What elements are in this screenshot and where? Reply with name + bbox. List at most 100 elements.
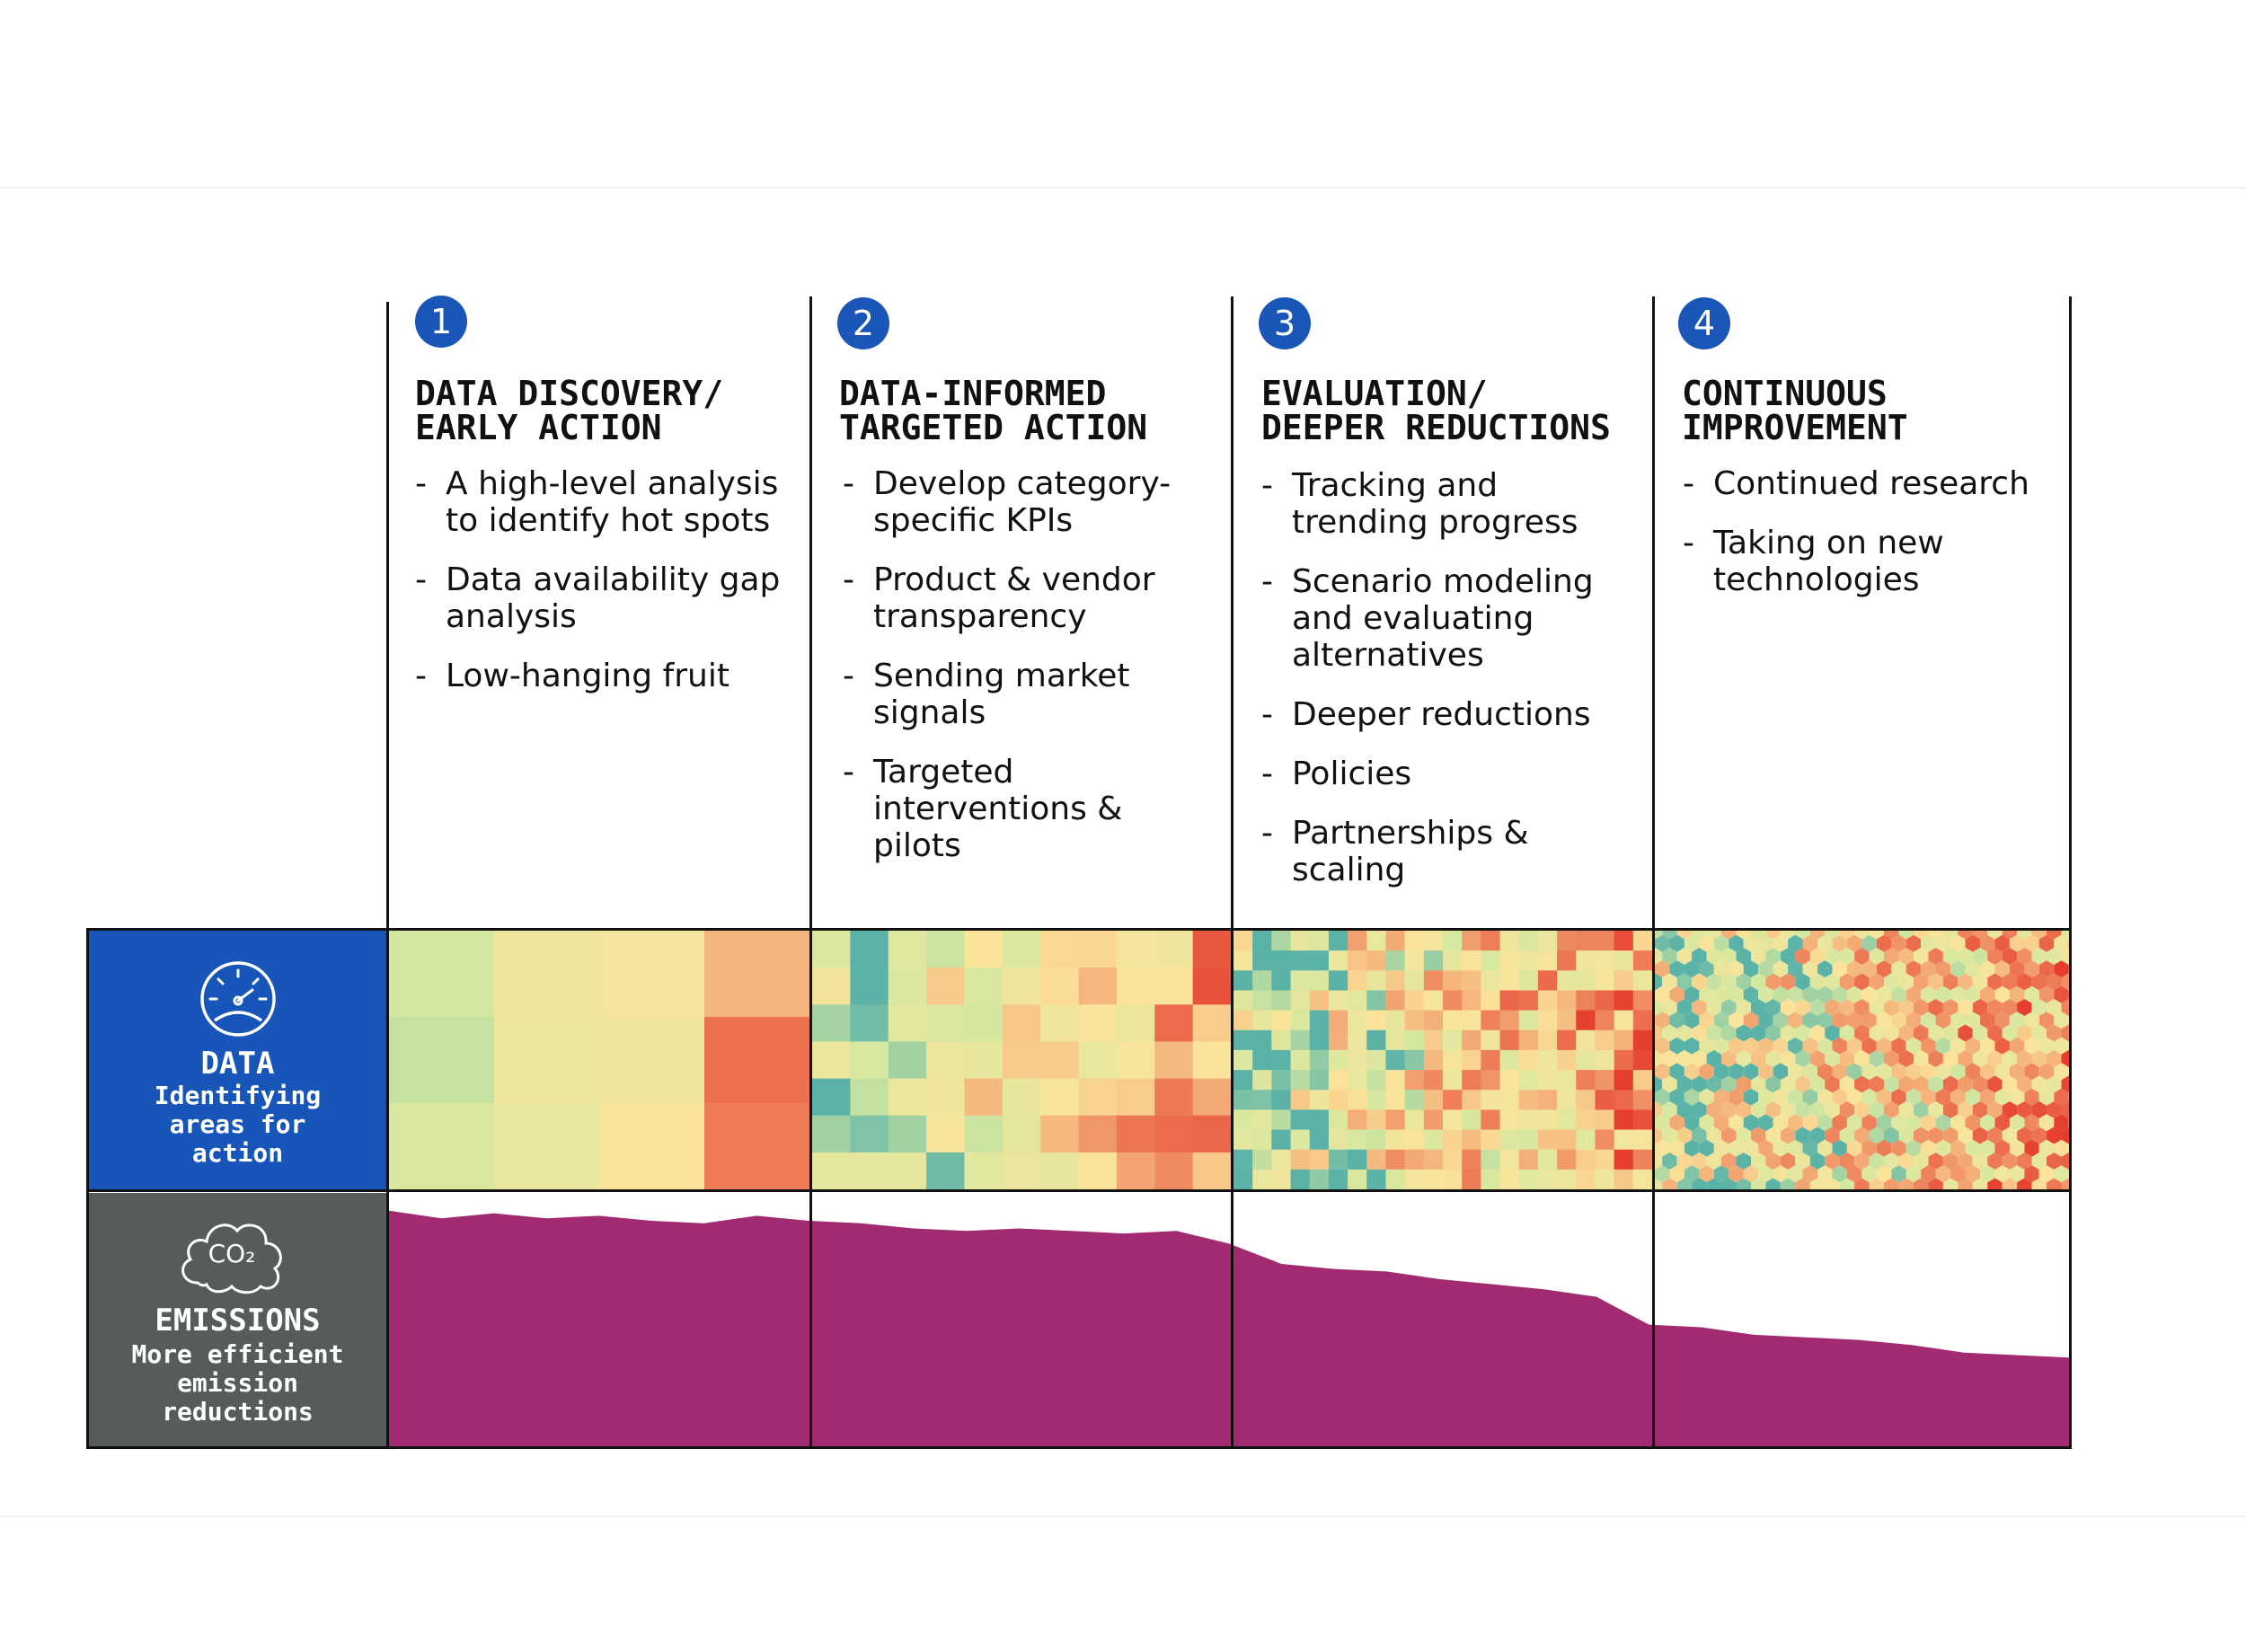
heat-cell <box>1309 1149 1330 1171</box>
heat-cell <box>1743 1139 1759 1157</box>
heat-cell <box>1921 1165 1936 1183</box>
heat-cell <box>1802 934 1817 952</box>
heat-cell <box>1965 1063 1980 1081</box>
heat-cell <box>2047 999 2062 1016</box>
heat-cell <box>2038 1114 2055 1132</box>
heat-cell <box>1994 1012 2010 1029</box>
heat-cell <box>2061 1153 2069 1170</box>
heat-cell <box>2047 1050 2062 1067</box>
heat-cell <box>1443 1070 1463 1091</box>
heat-cell <box>1906 1012 1922 1029</box>
heat-cell <box>1736 1024 1751 1042</box>
heat-cell <box>1832 1012 1847 1029</box>
heat-cell <box>964 1078 1004 1117</box>
heat-cell <box>2047 1101 2062 1118</box>
heat-cell <box>1921 985 1936 1003</box>
heat-cell <box>1751 1153 1766 1170</box>
heat-cell <box>1328 950 1348 971</box>
heat-cell <box>1935 1114 1951 1132</box>
heat-cell <box>1499 990 1520 1012</box>
heat-cell <box>1751 1101 1766 1118</box>
heat-cell <box>1809 948 1826 965</box>
heat-cell <box>1743 934 1759 952</box>
heat-cell <box>1773 985 1789 1003</box>
heat-cell <box>1861 1114 1877 1132</box>
heat-cell <box>1537 1090 1558 1110</box>
heat-cell <box>1481 1049 1501 1071</box>
heat-cell <box>1743 1063 1759 1081</box>
heat-cell <box>1994 1139 2010 1157</box>
heat-cell <box>2061 999 2069 1016</box>
heat-cell <box>1684 1063 1700 1081</box>
heat-cell <box>1921 1114 1936 1132</box>
heat-cell <box>1423 970 1444 992</box>
heat-cell <box>1950 1063 1966 1081</box>
heat-cell <box>1751 948 1766 965</box>
heat-cell <box>1404 1109 1425 1131</box>
heat-cell <box>1884 1075 1899 1093</box>
heat-cell <box>1928 1101 1943 1118</box>
heat-cell <box>1481 950 1501 971</box>
heat-cell <box>1736 948 1751 965</box>
heat-cell <box>2054 1165 2069 1183</box>
heat-cell <box>1713 1139 1729 1157</box>
heat-cell <box>2031 948 2047 965</box>
heat-cell <box>1832 1165 1847 1183</box>
heat-cell <box>1499 931 1520 951</box>
heat-cell <box>964 1152 1004 1189</box>
heat-cell <box>1765 973 1781 991</box>
heat-cell <box>1518 1169 1539 1189</box>
heat-cell <box>1423 1029 1444 1051</box>
heat-cell <box>1765 1126 1781 1144</box>
heat-cell <box>1751 1178 1766 1189</box>
heat-cell <box>1825 1178 1840 1189</box>
heat-cell <box>1366 990 1387 1012</box>
heat-cell <box>1699 1088 1714 1106</box>
heat-cell <box>1898 999 1914 1016</box>
heat-cell <box>1699 985 1714 1003</box>
heat-cell <box>2009 1088 2025 1106</box>
heat-cell <box>1234 1169 1253 1189</box>
heat-cell <box>1898 931 1914 940</box>
heat-cell <box>2061 1050 2069 1067</box>
heat-cell <box>1002 1078 1041 1117</box>
heat-cell <box>1914 1101 1929 1118</box>
heat-cell <box>1692 1178 1707 1189</box>
heat-cell <box>1676 973 1693 991</box>
heat-cell <box>1499 1149 1520 1171</box>
heat-cell <box>1713 1012 1729 1029</box>
heat-cell <box>1655 1165 1670 1183</box>
heat-cell <box>1817 1165 1833 1183</box>
heat-cell <box>1366 1129 1387 1151</box>
heat-cell <box>1040 967 1080 1005</box>
heat-cell <box>1557 1169 1577 1189</box>
heat-cell <box>1481 1070 1501 1091</box>
heat-cell <box>1972 1126 1988 1144</box>
heat-cell <box>1669 1114 1684 1132</box>
heat-cell <box>1595 931 1615 951</box>
heat-cell <box>1906 1139 1922 1157</box>
heat-cell <box>1328 1049 1348 1071</box>
heat-cell <box>1462 990 1481 1012</box>
bullet-item: Taking on new technologies <box>1683 525 2060 598</box>
heat-cell <box>964 1041 1004 1080</box>
phase-number-badge: 2 <box>837 297 889 349</box>
heat-cell <box>1773 934 1789 952</box>
heat-cell <box>1921 1088 1936 1106</box>
heat-cell <box>1002 931 1041 968</box>
heat-cell <box>1676 1153 1693 1170</box>
heat-cell <box>1684 1139 1700 1157</box>
heat-cell <box>964 1004 1004 1043</box>
heat-cell <box>1876 1139 1892 1157</box>
heat-cell <box>1780 1075 1796 1093</box>
heat-cell <box>1290 1129 1311 1151</box>
heat-cell <box>1869 973 1884 991</box>
heat-cell <box>1328 1010 1348 1031</box>
heat-cell <box>1958 1024 1973 1042</box>
heat-cell <box>1518 1149 1539 1171</box>
heat-cell <box>1846 1139 1862 1157</box>
heat-cell <box>1309 1109 1330 1131</box>
heat-cell <box>1898 973 1914 991</box>
heat-cell <box>1692 1075 1707 1093</box>
heat-cell <box>1891 1012 1906 1029</box>
